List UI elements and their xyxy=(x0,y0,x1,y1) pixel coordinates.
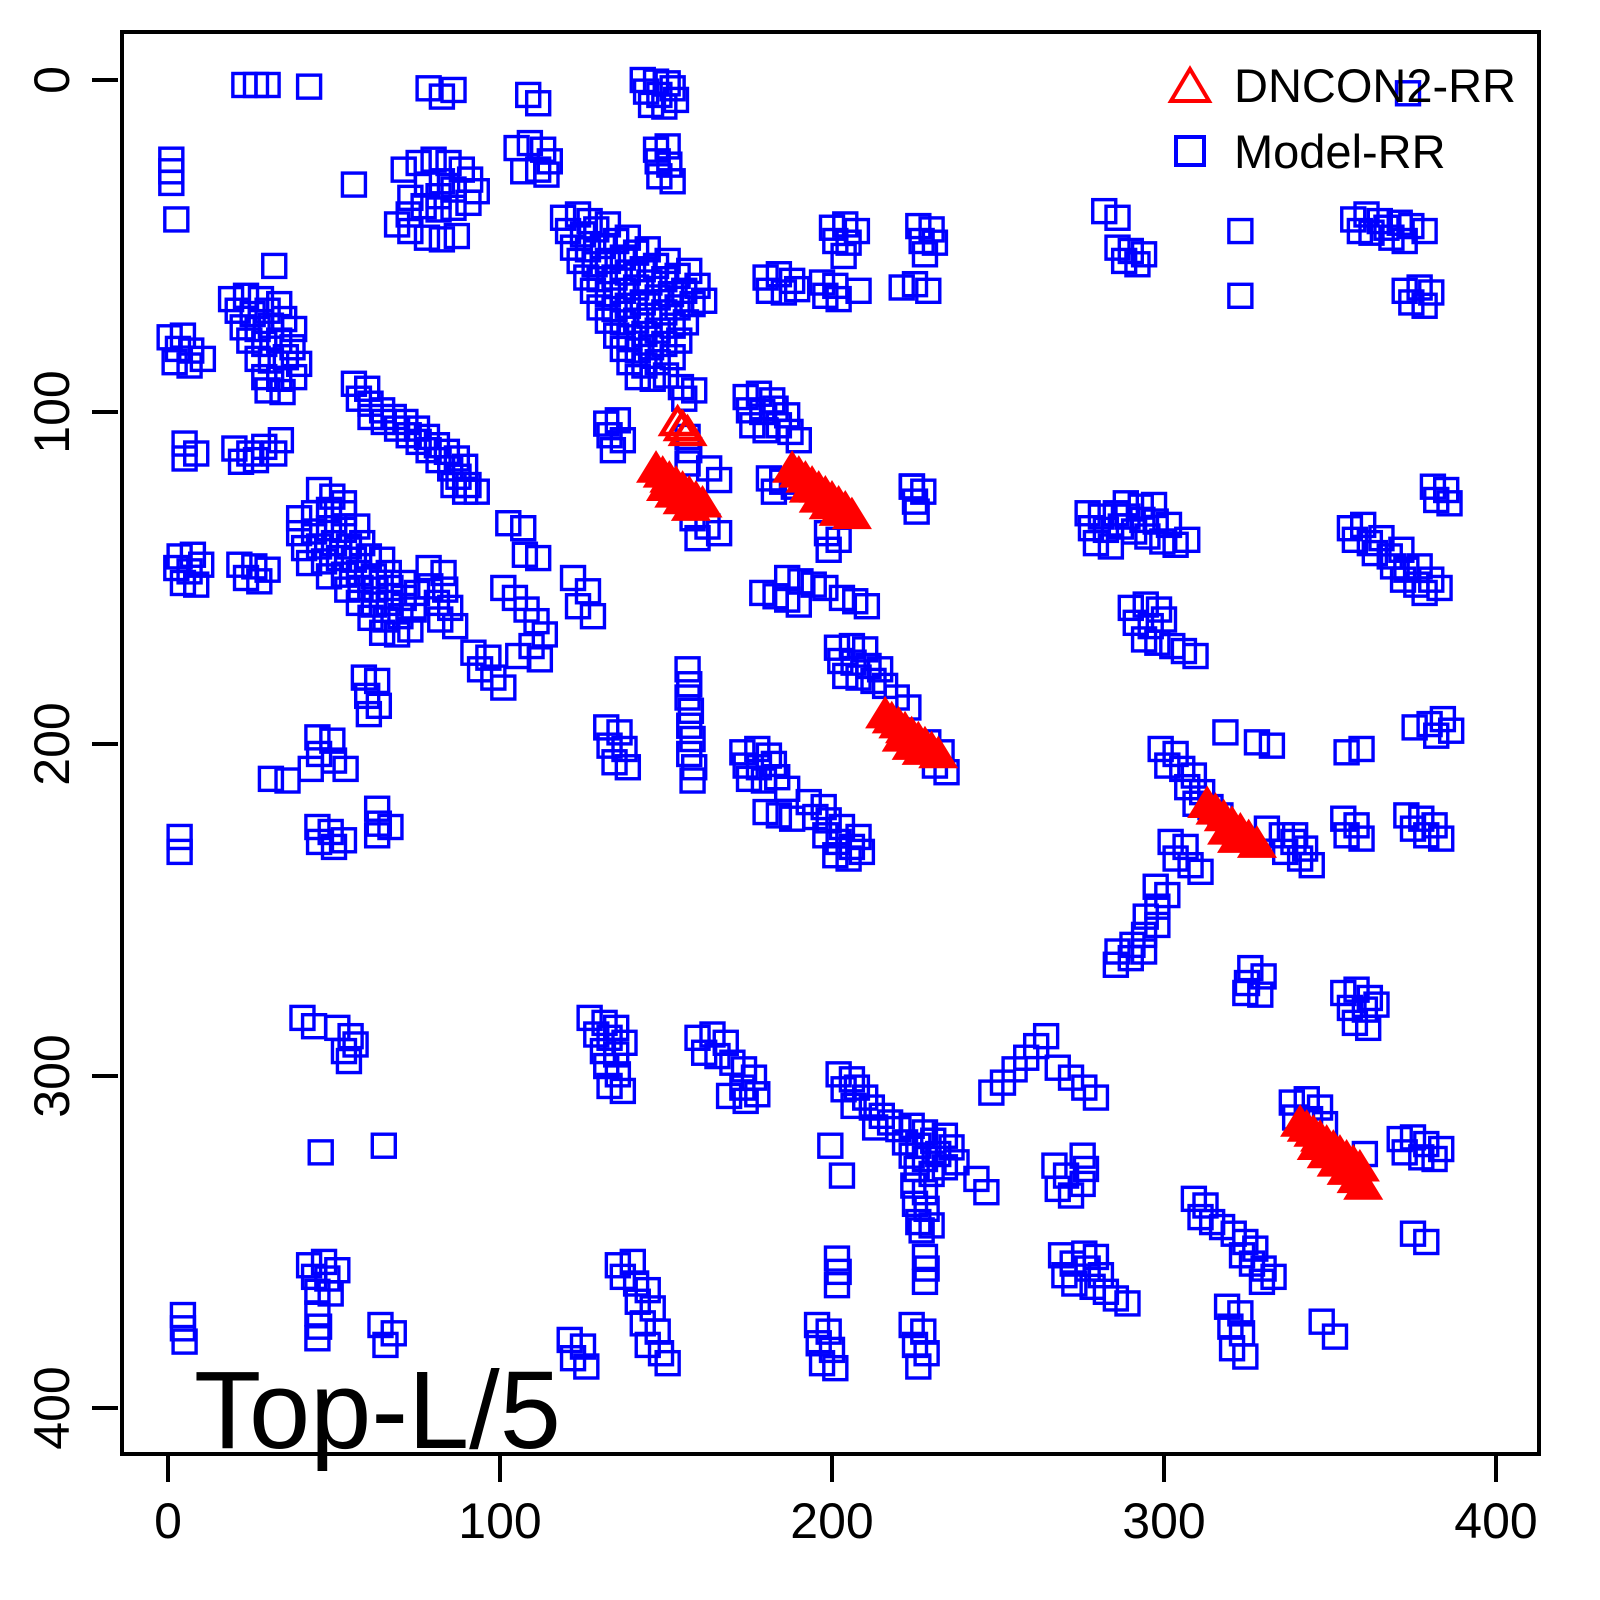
x-tick xyxy=(830,1456,834,1482)
legend-entry-model: Model-RR xyxy=(1162,118,1516,184)
y-tick-label: 0 xyxy=(24,66,80,94)
x-tick-label: 100 xyxy=(458,1493,542,1549)
x-tick-label: 200 xyxy=(790,1493,874,1549)
x-tick-label: 0 xyxy=(154,1493,182,1549)
y-tick xyxy=(92,742,118,746)
y-tick xyxy=(92,1074,118,1078)
x-tick-label: 400 xyxy=(1454,1493,1538,1549)
y-tick-label: 300 xyxy=(24,1034,80,1118)
legend: DNCON2-RR Model-RR xyxy=(1162,52,1516,184)
plot-area xyxy=(120,30,1541,1456)
y-tick xyxy=(92,410,118,414)
square-legend-icon xyxy=(1162,123,1218,179)
triangle-legend-icon xyxy=(1162,57,1218,113)
x-tick xyxy=(166,1456,170,1482)
plot-title: Top-L/5 xyxy=(194,1349,561,1472)
x-tick xyxy=(1162,1456,1166,1482)
x-tick xyxy=(1494,1456,1498,1482)
y-tick-label: 100 xyxy=(24,370,80,454)
y-tick-label: 400 xyxy=(24,1366,80,1450)
y-tick-label: 200 xyxy=(24,702,80,786)
y-tick xyxy=(92,78,118,82)
legend-entry-dncon2: DNCON2-RR xyxy=(1162,52,1516,118)
legend-label-dncon2: DNCON2-RR xyxy=(1234,58,1516,112)
x-tick xyxy=(498,1456,502,1482)
y-tick xyxy=(92,1406,118,1410)
x-tick-label: 300 xyxy=(1122,1493,1206,1549)
legend-label-model: Model-RR xyxy=(1234,124,1446,178)
